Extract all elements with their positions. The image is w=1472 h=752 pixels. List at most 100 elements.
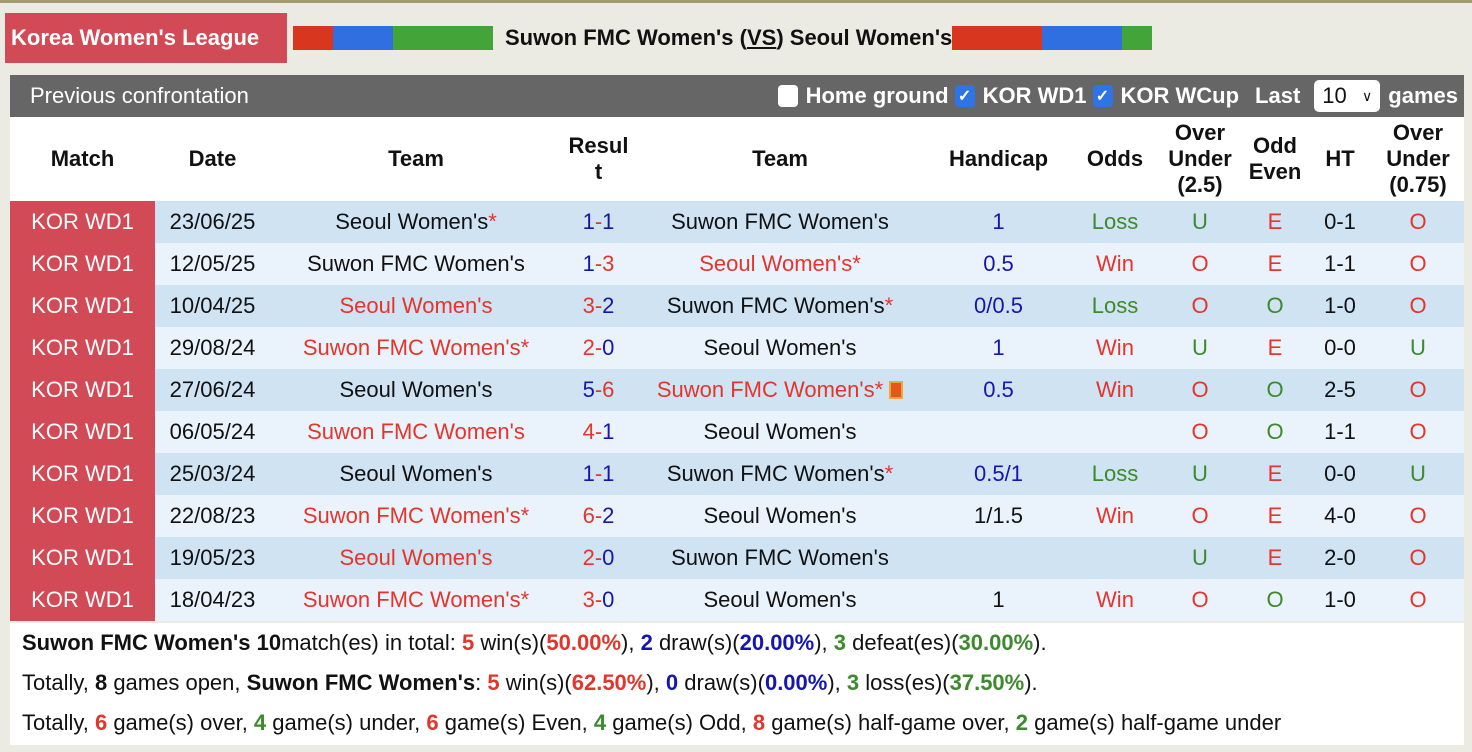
summary-text: game(s) under, (266, 710, 427, 735)
over-under: O (1158, 243, 1242, 285)
away-team-name[interactable]: Suwon FMC Women's (666, 293, 885, 318)
summary-text: : (475, 670, 488, 695)
match-date: 19/05/23 (155, 537, 270, 579)
match-league[interactable]: KOR WD1 (10, 201, 155, 243)
away-team-name[interactable]: Suwon FMC Women's (671, 209, 889, 234)
match-date: 23/06/25 (155, 201, 270, 243)
table-row: KOR WD1 12/05/25 Suwon FMC Women's 1-3 Seoul… (10, 243, 1464, 285)
match-league[interactable]: KOR WD1 (10, 495, 155, 537)
summary-text: 2 (640, 630, 653, 655)
odd-even: E (1242, 453, 1308, 495)
home-team[interactable]: Suwon FMC Women's* (270, 579, 562, 621)
home-team-name[interactable]: Suwon FMC Women's (307, 419, 525, 444)
away-team-name[interactable]: Seoul Women's (699, 251, 853, 276)
home-ground-checkbox[interactable] (777, 85, 798, 107)
match-result[interactable]: 1-3 (562, 243, 635, 285)
home-team[interactable]: Suwon FMC Women's* (270, 327, 562, 369)
home-team[interactable]: Seoul Women's (270, 369, 562, 411)
away-team[interactable]: Suwon FMC Women's* (635, 285, 925, 327)
away-team-name[interactable]: Seoul Women's (703, 587, 857, 612)
match-result[interactable]: 6-2 (562, 495, 635, 537)
odd-even: O (1242, 411, 1308, 453)
summary-text: 2 (1015, 710, 1029, 735)
home-team[interactable]: Seoul Women's* (270, 201, 562, 243)
home-team[interactable]: Suwon FMC Women's* (270, 495, 562, 537)
vs-link[interactable]: VS (746, 25, 777, 50)
away-team-name[interactable]: Suwon FMC Women's (671, 545, 889, 570)
match-league[interactable]: KOR WD1 (10, 453, 155, 495)
away-team-name[interactable]: Seoul Women's (789, 25, 953, 50)
match-result[interactable]: 3-2 (562, 285, 635, 327)
match-result[interactable]: 5-6 (562, 369, 635, 411)
kor-wd1-checkbox[interactable]: ✓ (954, 85, 975, 107)
home-team-name[interactable]: Suwon FMC Women's (307, 251, 525, 276)
match-result[interactable]: 1-1 (562, 453, 635, 495)
match-result[interactable]: 2-0 (562, 537, 635, 579)
score-separator: - (594, 461, 603, 486)
odds-result: Loss (1072, 201, 1158, 243)
over-under: U (1158, 537, 1242, 579)
summary-text: defeat(es)( (846, 630, 959, 655)
league-title[interactable]: Korea Women's League (5, 13, 287, 63)
home-team-name[interactable]: Seoul Women's (339, 377, 493, 402)
home-team[interactable]: Suwon FMC Women's (270, 243, 562, 285)
panel-header: Previous confrontation Home ground ✓ KOR … (10, 75, 1464, 117)
match-league[interactable]: KOR WD1 (10, 285, 155, 327)
summary-text: 4 (253, 710, 267, 735)
home-team-name[interactable]: Seoul Women's (339, 545, 493, 570)
away-team[interactable]: Seoul Women's (635, 411, 925, 453)
half-time-over-under: O (1372, 411, 1464, 453)
match-date: 22/08/23 (155, 495, 270, 537)
home-team[interactable]: Suwon FMC Women's (270, 411, 562, 453)
home-team[interactable]: Seoul Women's (270, 453, 562, 495)
away-team[interactable]: Seoul Women's (635, 579, 925, 621)
away-team[interactable]: Suwon FMC Women's* (635, 453, 925, 495)
kor-wd1-filter[interactable]: ✓ KOR WD1 (954, 83, 1087, 109)
away-score: 6 (602, 377, 615, 402)
home-score: 2 (582, 545, 595, 570)
summary-text: 62.50% (571, 670, 647, 695)
score-separator: - (594, 209, 603, 234)
away-team-name[interactable]: Seoul Women's (703, 419, 857, 444)
table-row: KOR WD1 10/04/25 Seoul Women's 3-2 Suwon FMC… (10, 285, 1464, 327)
summary-text: 5 (462, 630, 475, 655)
kor-wcup-filter[interactable]: ✓ KOR WCup (1092, 83, 1239, 109)
home-team-name[interactable]: Seoul Women's (339, 293, 493, 318)
away-team-name[interactable]: Seoul Women's (703, 503, 857, 528)
away-team-name[interactable]: Seoul Women's (703, 335, 857, 360)
home-form-bar (293, 26, 493, 50)
home-team[interactable]: Seoul Women's (270, 537, 562, 579)
away-team[interactable]: Suwon FMC Women's (635, 537, 925, 579)
home-team-name[interactable]: Seoul Women's (339, 461, 493, 486)
home-team[interactable]: Seoul Women's (270, 285, 562, 327)
col-over-under-ht: Over Under (0.75) (1386, 120, 1450, 197)
match-league[interactable]: KOR WD1 (10, 243, 155, 285)
match-result[interactable]: 1-1 (562, 201, 635, 243)
last-games-select[interactable]: 10 ∨ (1314, 80, 1381, 112)
match-league[interactable]: KOR WD1 (10, 537, 155, 579)
away-team-name[interactable]: Suwon FMC Women's (656, 377, 875, 402)
half-time-over-under: O (1372, 201, 1464, 243)
away-team[interactable]: Seoul Women's* (635, 243, 925, 285)
home-team-name[interactable]: Suwon FMC Women's (505, 25, 734, 50)
home-team-name[interactable]: Seoul Women's (335, 209, 489, 234)
away-team[interactable]: Seoul Women's (635, 495, 925, 537)
home-ground-filter[interactable]: Home ground (777, 83, 949, 109)
match-result[interactable]: 4-1 (562, 411, 635, 453)
over-under: U (1158, 201, 1242, 243)
match-result[interactable]: 2-0 (562, 327, 635, 369)
home-team-name[interactable]: Suwon FMC Women's (302, 503, 521, 528)
kor-wcup-checkbox[interactable]: ✓ (1092, 85, 1113, 107)
match-league[interactable]: KOR WD1 (10, 327, 155, 369)
handicap-star-icon: * (852, 251, 861, 276)
away-team-name[interactable]: Suwon FMC Women's (666, 461, 885, 486)
match-league[interactable]: KOR WD1 (10, 411, 155, 453)
match-league[interactable]: KOR WD1 (10, 579, 155, 621)
match-league[interactable]: KOR WD1 (10, 369, 155, 411)
away-team[interactable]: Suwon FMC Women's* (635, 369, 925, 411)
match-result[interactable]: 3-0 (562, 579, 635, 621)
home-team-name[interactable]: Suwon FMC Women's (302, 335, 521, 360)
away-team[interactable]: Suwon FMC Women's (635, 201, 925, 243)
home-team-name[interactable]: Suwon FMC Women's (302, 587, 521, 612)
away-team[interactable]: Seoul Women's (635, 327, 925, 369)
